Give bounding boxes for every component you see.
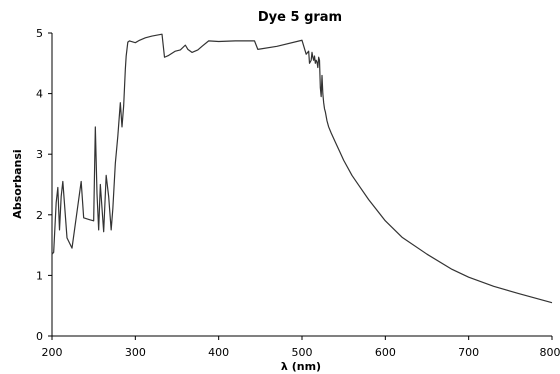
x-tick-label: 600 (375, 346, 396, 359)
y-tick-label: 2 (36, 209, 43, 222)
x-axis-ticks: 200 300 400 500 600 700 800 (42, 336, 560, 359)
y-tick-label: 0 (36, 330, 43, 343)
x-tick-label: 500 (292, 346, 313, 359)
x-tick-label: 200 (42, 346, 63, 359)
y-tick-label: 4 (36, 88, 43, 101)
y-tick-label: 5 (36, 27, 43, 40)
y-tick-label: 3 (36, 148, 43, 161)
y-axis-ticks: 0 1 2 3 4 5 (36, 27, 52, 343)
y-tick-label: 1 (36, 269, 43, 282)
x-tick-label: 400 (208, 346, 229, 359)
x-tick-label: 800 (540, 346, 560, 359)
chart-title: Dye 5 gram (258, 10, 342, 25)
y-axis-label: Absorbansi (11, 149, 24, 218)
absorbance-series-line (51, 33, 553, 304)
x-tick-label: 300 (125, 346, 146, 359)
x-tick-label: 700 (458, 346, 479, 359)
x-axis-label: λ (nm) (281, 360, 321, 373)
